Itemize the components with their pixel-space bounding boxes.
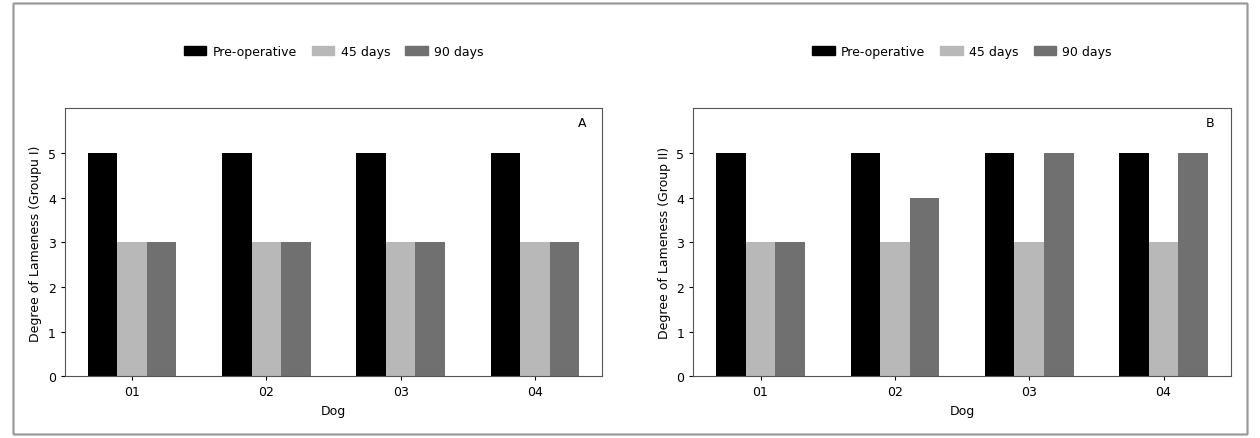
Y-axis label: Degree of Lameness (Groupu I): Degree of Lameness (Groupu I) xyxy=(29,145,43,341)
Bar xyxy=(549,243,580,377)
Bar xyxy=(850,154,879,377)
Bar xyxy=(386,243,416,377)
Bar xyxy=(716,154,746,377)
X-axis label: Dog: Dog xyxy=(321,404,347,417)
Bar xyxy=(1149,243,1178,377)
Legend: Pre-operative, 45 days, 90 days: Pre-operative, 45 days, 90 days xyxy=(808,41,1116,64)
Text: B: B xyxy=(1206,117,1215,130)
Bar xyxy=(147,243,176,377)
Bar xyxy=(520,243,549,377)
Bar xyxy=(1045,154,1074,377)
Bar xyxy=(222,154,252,377)
Bar xyxy=(879,243,910,377)
X-axis label: Dog: Dog xyxy=(950,404,975,417)
Bar xyxy=(985,154,1014,377)
Bar xyxy=(252,243,281,377)
Bar xyxy=(357,154,386,377)
Bar xyxy=(416,243,445,377)
Bar xyxy=(281,243,311,377)
Bar xyxy=(88,154,117,377)
Bar xyxy=(1119,154,1149,377)
Legend: Pre-operative, 45 days, 90 days: Pre-operative, 45 days, 90 days xyxy=(179,41,489,64)
Bar xyxy=(117,243,147,377)
Bar xyxy=(775,243,805,377)
Y-axis label: Degree of Lameness (Group II): Degree of Lameness (Group II) xyxy=(658,147,670,339)
Text: A: A xyxy=(577,117,586,130)
Bar xyxy=(490,154,520,377)
Bar xyxy=(1014,243,1045,377)
Bar xyxy=(1178,154,1208,377)
Bar xyxy=(746,243,775,377)
Bar xyxy=(910,198,939,377)
